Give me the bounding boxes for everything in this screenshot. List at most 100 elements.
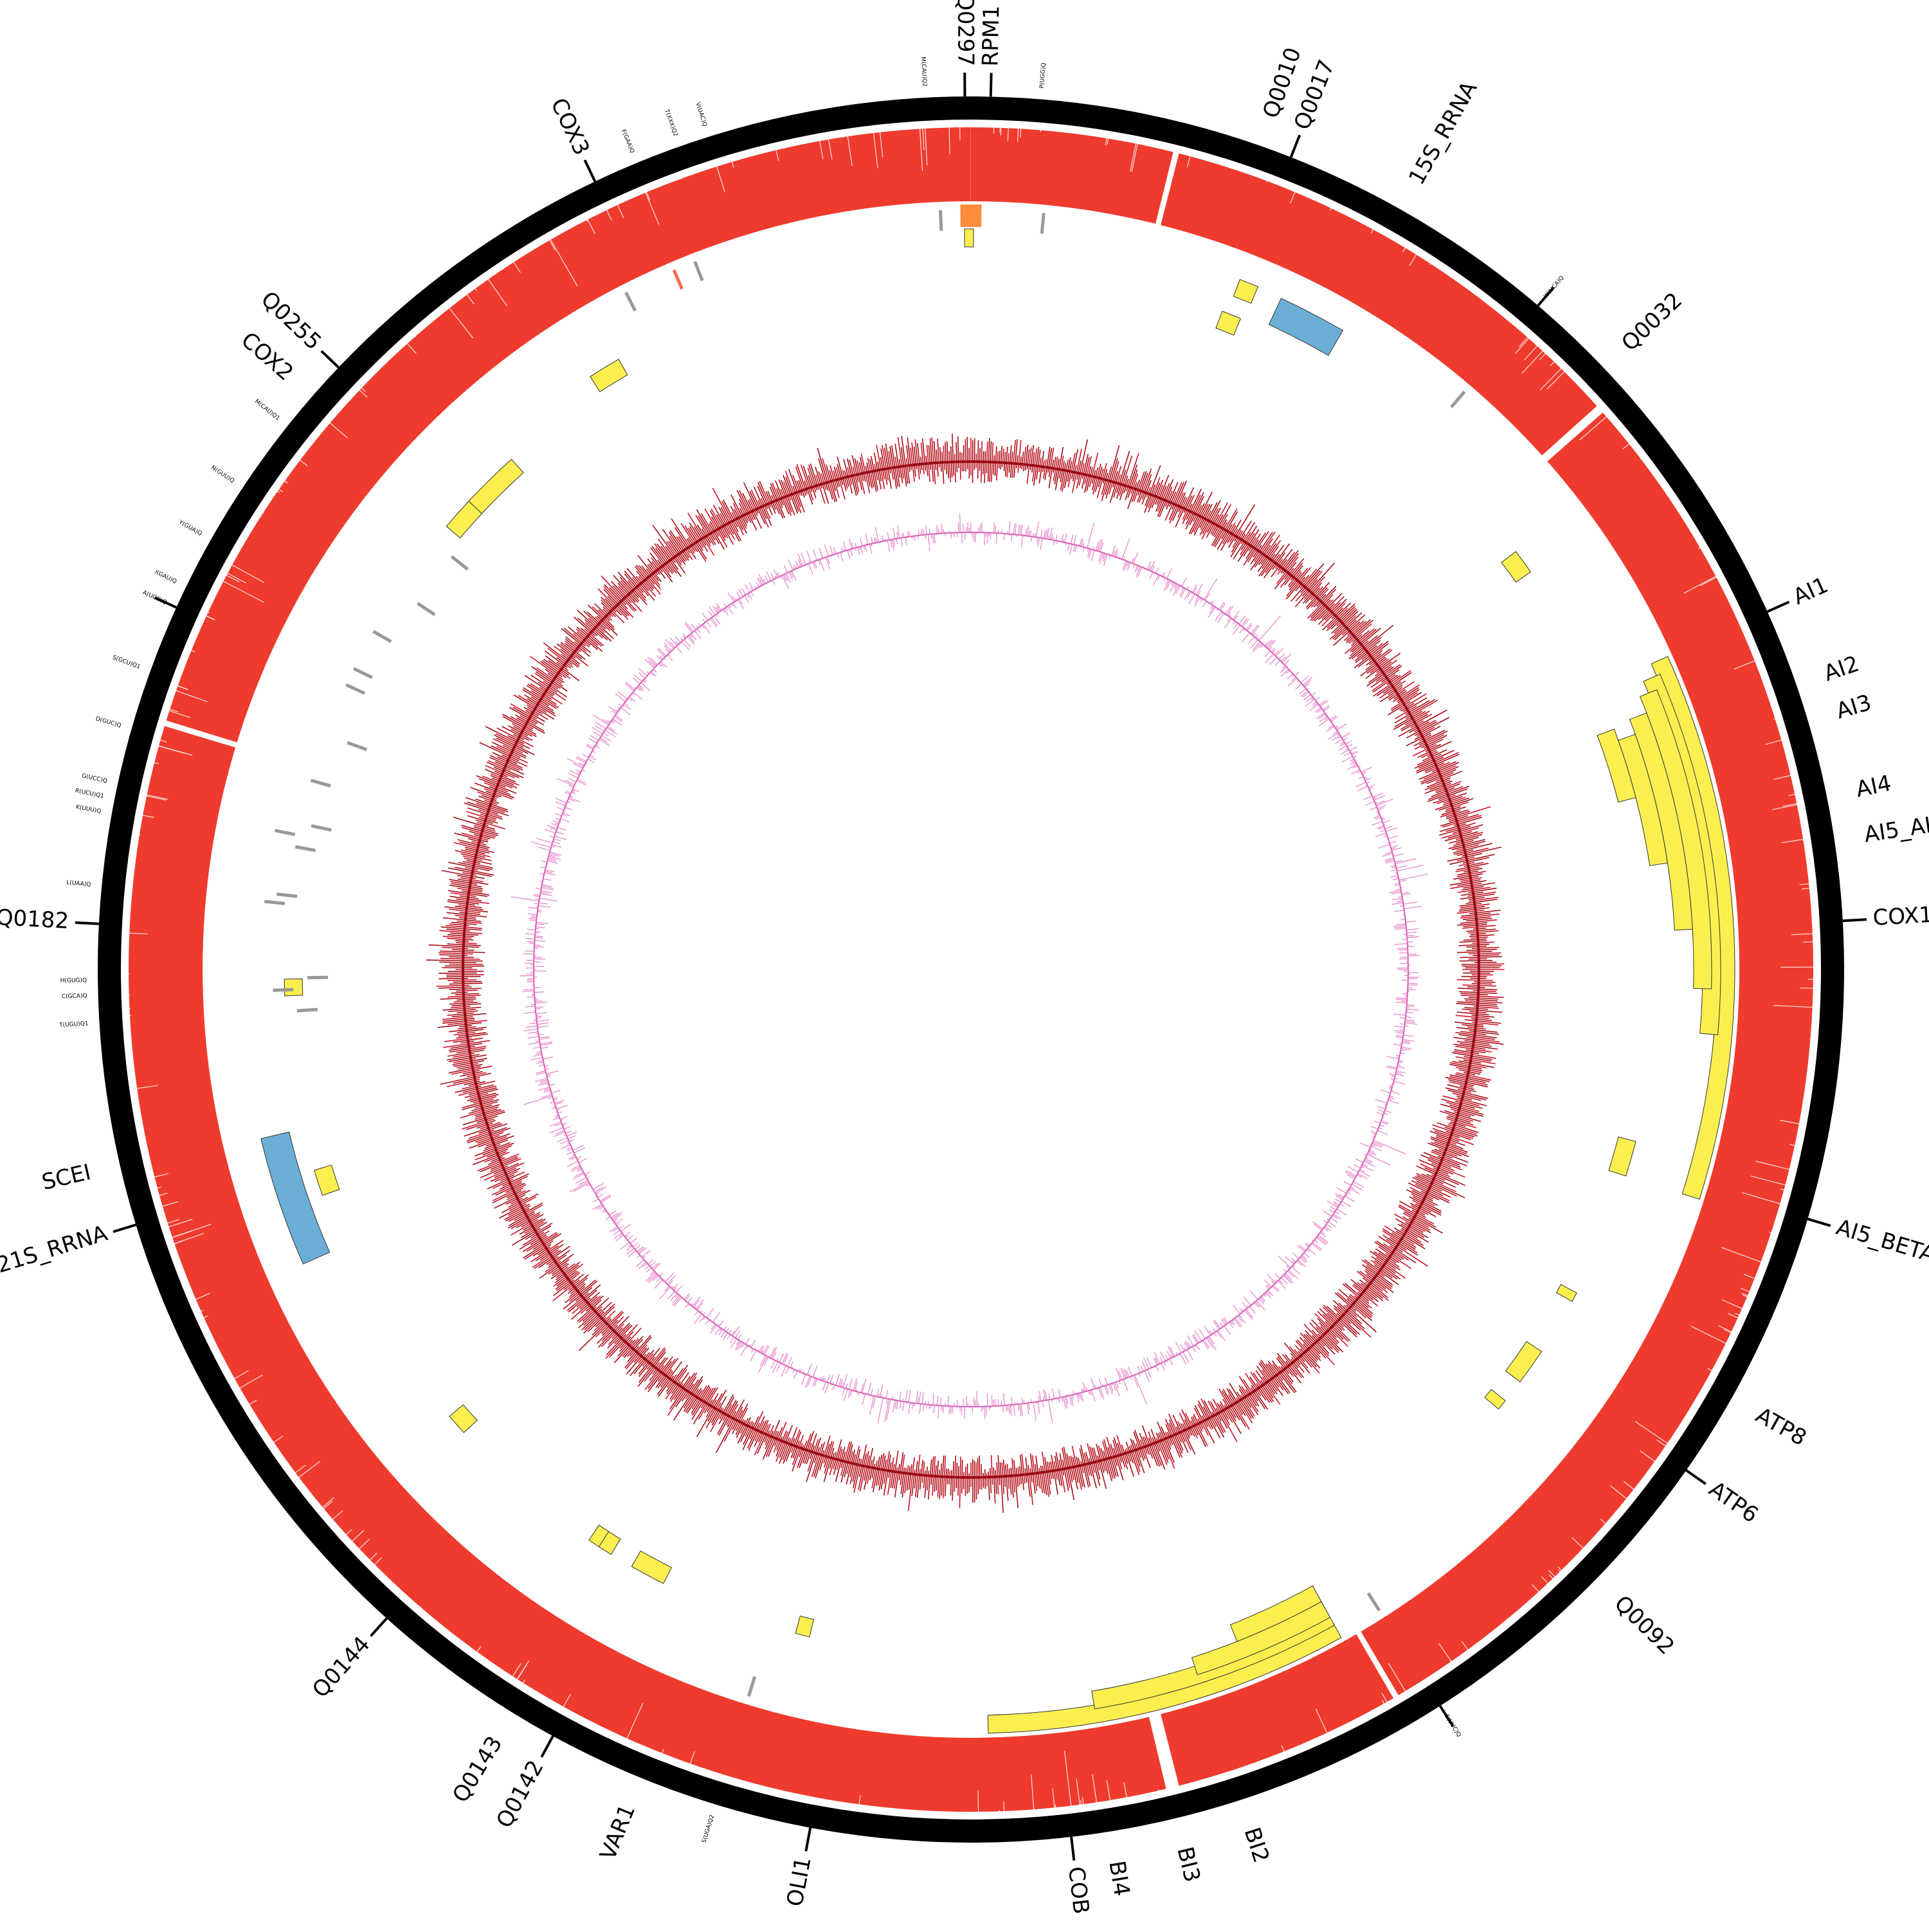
skew-bar: [1312, 1242, 1321, 1249]
skew-bar: [672, 1286, 674, 1288]
skew-bar: [1352, 752, 1358, 755]
skew-bar: [1396, 1035, 1403, 1036]
skew-bar: [830, 546, 833, 555]
skew-bar: [732, 596, 736, 602]
gc-bar: [988, 1472, 990, 1501]
skew-bar: [929, 529, 930, 534]
gc-bar: [952, 434, 954, 476]
skew-bar: [1053, 540, 1054, 545]
skew-bar: [746, 1338, 750, 1344]
gc-bar: [500, 1177, 527, 1189]
skew-bar: [1379, 1126, 1381, 1127]
gc-content-track-group: [426, 434, 1505, 1513]
skew-bar: [1051, 534, 1053, 540]
red-feature: [674, 270, 682, 289]
skew-bar: [1396, 924, 1406, 925]
skew-bar: [557, 1110, 559, 1111]
skew-bar: [1123, 1379, 1128, 1391]
skew-bar: [1352, 1184, 1363, 1191]
trna-label: A(UGC)Q: [141, 590, 168, 606]
skew-bar: [676, 647, 682, 653]
skew-bar: [547, 1074, 551, 1076]
gc-bar: [924, 1470, 925, 1488]
backbone-tick: [1686, 1470, 1705, 1484]
skew-bar: [739, 599, 743, 604]
skew-bar: [568, 779, 576, 782]
skew-bar: [538, 906, 551, 908]
skew-bar: [555, 813, 561, 816]
skew-bar: [938, 1405, 939, 1418]
skew-bar: [1406, 1009, 1419, 1011]
skew-bar: [1215, 611, 1222, 621]
skew-bar: [590, 753, 591, 754]
skew-bar: [1381, 818, 1384, 819]
skew-bar: [555, 823, 558, 824]
skew-bar: [1091, 1390, 1094, 1402]
skew-bar: [1288, 678, 1297, 686]
skew-bar: [1062, 1397, 1063, 1402]
gc-bar: [669, 541, 685, 565]
skew-bar: [1371, 1126, 1378, 1129]
skew-bar: [941, 524, 942, 533]
skew-bar: [572, 790, 575, 791]
skew-bar: [1375, 1099, 1388, 1103]
skew-bar: [1393, 1014, 1406, 1015]
skew-bar: [919, 1392, 920, 1404]
skew-bar: [568, 1156, 575, 1159]
skew-bar: [1399, 874, 1428, 880]
skew-bar: [1018, 525, 1019, 535]
skew-bar: [748, 593, 752, 599]
skew-bar: [1033, 1402, 1036, 1421]
skew-bar: [1307, 689, 1308, 690]
skew-bar: [549, 1084, 555, 1085]
gc-bar: [1471, 934, 1486, 935]
gc-bar: [947, 441, 949, 478]
skew-bar: [648, 1273, 657, 1281]
skew-bar: [1350, 1188, 1360, 1194]
skew-bar: [1301, 676, 1309, 683]
skew-bar: [721, 1331, 725, 1337]
skew-bar: [685, 624, 692, 633]
gc-bar: [926, 456, 928, 476]
skew-bar: [1042, 1401, 1044, 1407]
skew-bar: [1316, 698, 1319, 701]
skew-bar: [1300, 681, 1301, 682]
skew-bar: [1354, 1165, 1361, 1168]
skew-bar: [928, 534, 930, 551]
skew-bar: [543, 1057, 552, 1059]
skew-bar: [1128, 1366, 1132, 1376]
skew-bar: [1187, 587, 1188, 590]
skew-bar: [1342, 756, 1352, 762]
skew-bar: [528, 914, 538, 915]
skew-bar: [823, 1377, 824, 1380]
skew-bar: [1395, 885, 1400, 886]
skew-bar: [1388, 1074, 1395, 1076]
skew-bar: [668, 654, 670, 656]
gc-bar: [447, 939, 473, 940]
skew-bar: [1337, 734, 1339, 736]
skew-bar: [813, 1366, 817, 1377]
skew-bar: [1363, 796, 1372, 800]
skew-bar: [790, 1362, 793, 1368]
gc-bar: [605, 599, 622, 615]
skew-bar: [1071, 535, 1073, 544]
skew-bar: [1164, 575, 1165, 577]
gc-bar: [1465, 1020, 1501, 1024]
skew-bar: [874, 537, 876, 543]
skew-bar: [1342, 733, 1350, 738]
skew-bar: [541, 1047, 548, 1049]
gc-bar: [1031, 1468, 1033, 1483]
skew-bar: [912, 1403, 913, 1409]
skew-bar: [535, 1078, 547, 1081]
skew-bar: [529, 907, 538, 908]
skew-bar: [577, 1156, 582, 1159]
skew-bar: [1021, 536, 1022, 548]
skew-bar: [1123, 557, 1125, 560]
skew-bar: [1375, 833, 1386, 837]
gc-bar: [561, 649, 580, 664]
gc-bar: [1461, 993, 1488, 995]
skew-bar: [644, 680, 646, 682]
skew-bar: [1394, 1026, 1404, 1027]
skew-bar: [894, 539, 895, 547]
skew-bar: [1086, 1387, 1087, 1391]
